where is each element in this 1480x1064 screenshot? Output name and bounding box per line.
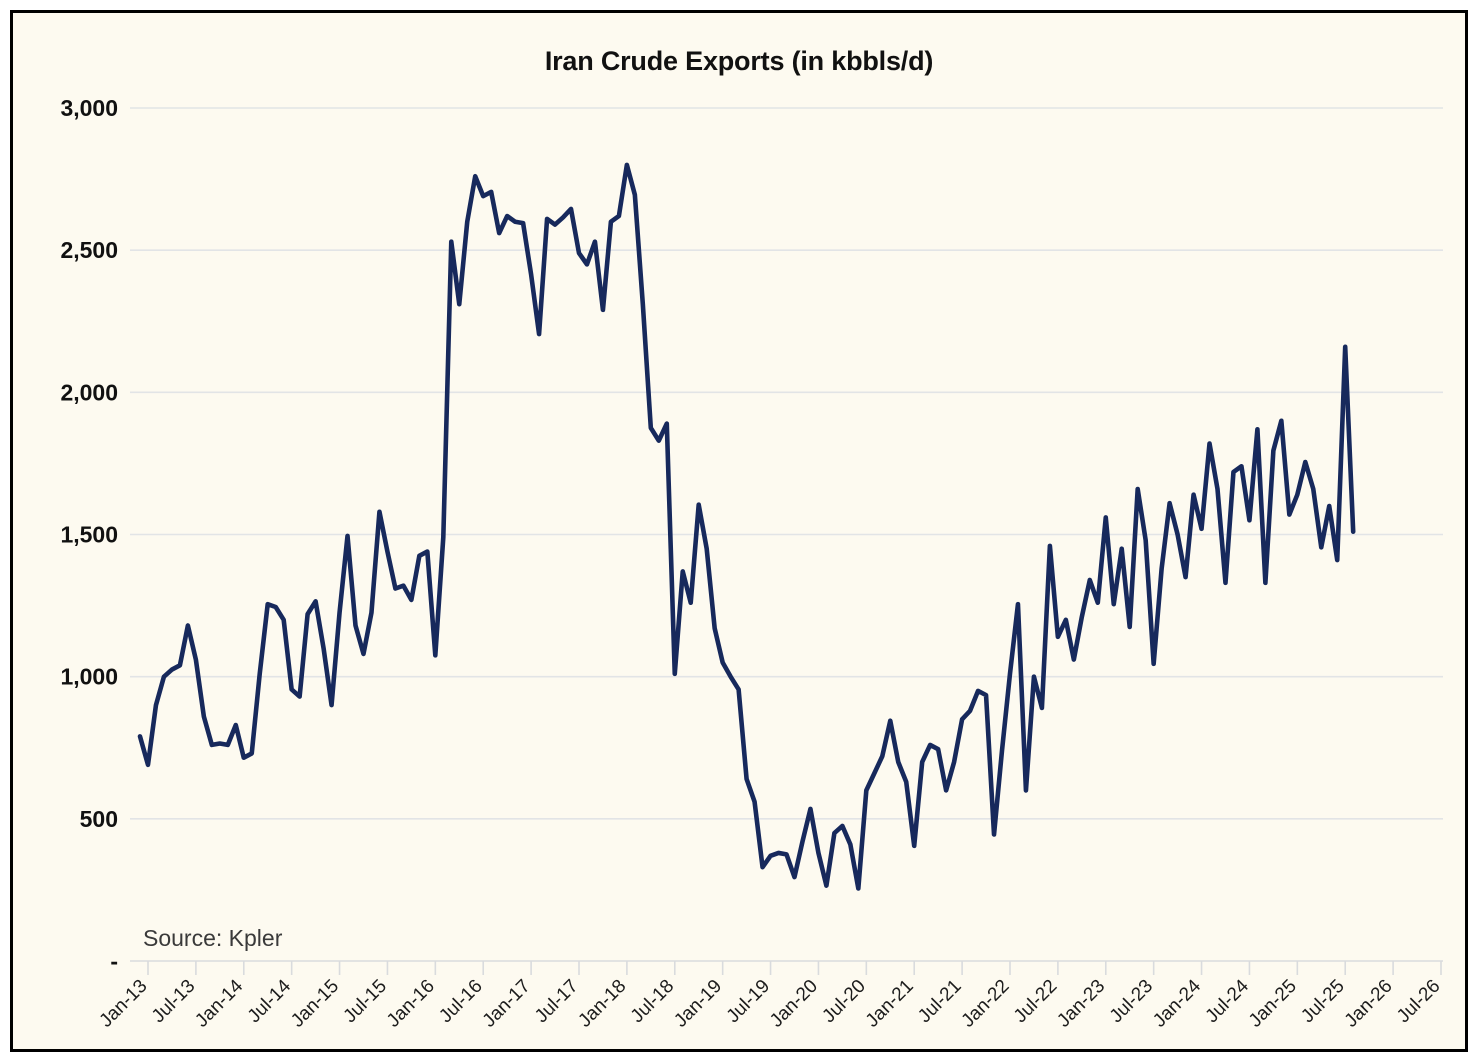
x-axis-tick-label: Jan-21 — [862, 976, 918, 1032]
y-axis-tick-label: 2,000 — [60, 379, 118, 405]
x-axis-tick-label: Jan-23 — [1053, 976, 1109, 1032]
x-axis-tick-label: Jan-15 — [287, 976, 343, 1032]
x-axis-tick-label: Jul-17 — [531, 976, 582, 1027]
source-annotation: Source: Kpler — [143, 925, 283, 951]
x-axis-tick-label: Jan-18 — [574, 976, 630, 1032]
x-axis-tick-label: Jan-16 — [383, 976, 439, 1032]
x-axis-tick-label: Jul-21 — [914, 976, 965, 1027]
data-series-line — [137, 162, 1356, 891]
x-axis-tick-label: Jan-13 — [96, 976, 152, 1032]
x-axis-tick-labels: Jan-13Jul-13Jan-14Jul-14Jan-15Jul-15Jan-… — [96, 975, 1445, 1031]
x-axis-tick-label: Jul-20 — [818, 976, 869, 1027]
x-axis-tick-label: Jan-17 — [479, 976, 535, 1032]
y-axis-tick-label: 2,500 — [60, 237, 118, 263]
y-axis-tick-label: 1,500 — [60, 522, 118, 548]
x-axis-tick-label: Jul-14 — [244, 975, 296, 1027]
chart-title: Iran Crude Exports (in kbbls/d) — [544, 46, 934, 76]
y-axis-tick-label: - — [110, 948, 118, 974]
x-axis-tick-label: Jan-25 — [1245, 976, 1301, 1032]
gridlines-group — [130, 107, 1443, 962]
chart-card: Iran Crude Exports (in kbbls/d) - 500 1,00… — [10, 10, 1468, 1052]
x-axis-tick-marks — [147, 961, 1442, 975]
x-axis-tick-label: Jul-25 — [1297, 976, 1348, 1027]
x-axis-tick-label: Jul-19 — [723, 976, 774, 1027]
x-axis-tick-label: Jan-14 — [191, 975, 247, 1031]
x-axis-tick-label: Jul-18 — [627, 976, 678, 1027]
x-axis-tick-label: Jan-22 — [958, 976, 1014, 1032]
x-axis-tick-label: Jul-24 — [1202, 975, 1254, 1027]
x-axis-tick-label: Jul-22 — [1010, 976, 1061, 1027]
x-axis-tick-label: Jul-13 — [148, 976, 199, 1027]
x-axis-tick-label: Jan-26 — [1341, 976, 1397, 1032]
data-series-group — [137, 162, 1356, 891]
x-axis-tick-label: Jan-24 — [1149, 975, 1205, 1031]
x-axis-tick-label: Jan-19 — [670, 976, 726, 1032]
x-axis-tick-label: Jul-23 — [1106, 976, 1157, 1027]
y-axis-tick-label: 1,000 — [60, 664, 118, 690]
x-axis-tick-label: Jul-26 — [1393, 976, 1444, 1027]
y-axis-tick-label: 500 — [80, 806, 118, 832]
x-axis-tick-label: Jul-15 — [340, 976, 391, 1027]
x-axis-tick-label: Jan-20 — [766, 976, 822, 1032]
y-axis-tick-labels: - 500 1,000 1,500 2,000 2,500 3,000 — [60, 95, 118, 974]
y-axis-tick-label: 3,000 — [60, 95, 118, 121]
x-axis-tick-label: Jul-16 — [435, 976, 486, 1027]
